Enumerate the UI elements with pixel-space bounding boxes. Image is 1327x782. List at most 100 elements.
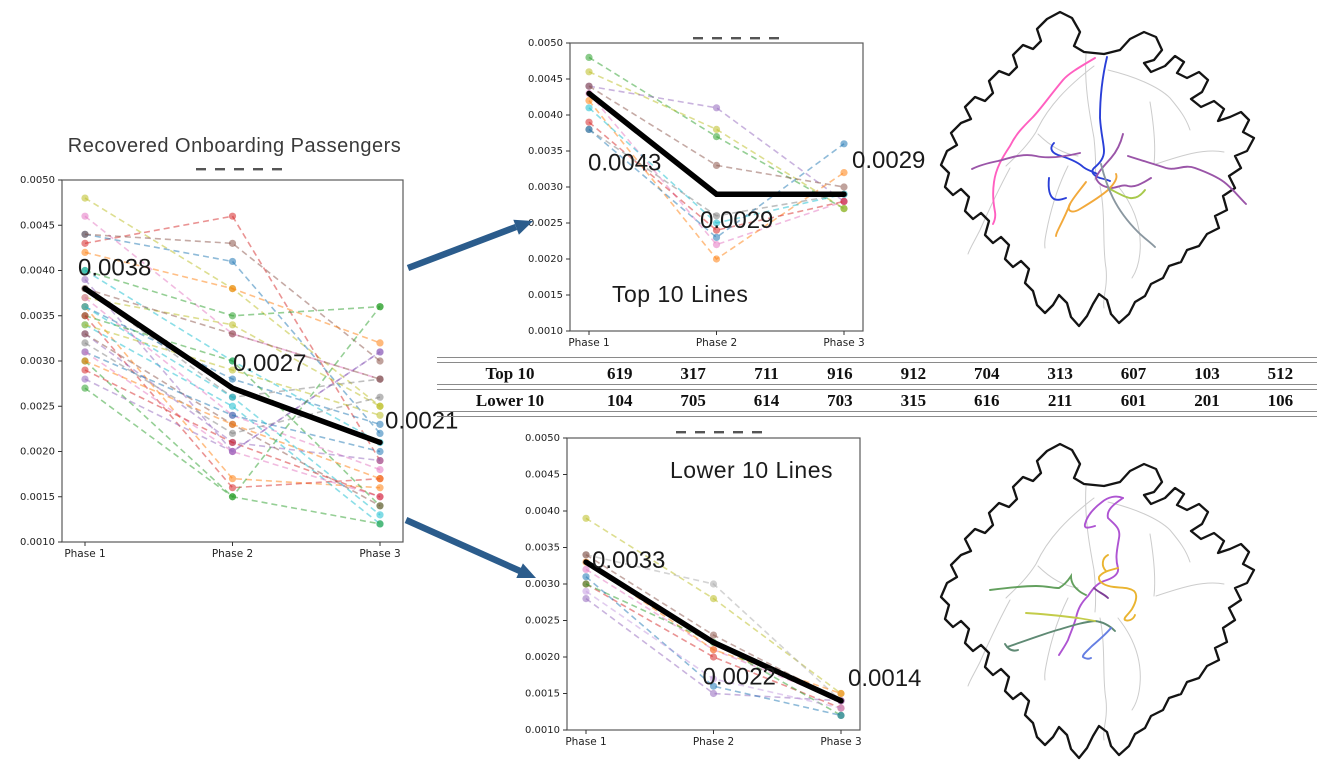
table-cell: 614 bbox=[753, 390, 780, 410]
series-point bbox=[709, 653, 718, 661]
series-point bbox=[376, 375, 384, 383]
series-point bbox=[837, 689, 845, 698]
series-point bbox=[582, 514, 590, 522]
line-id-table: Top 10 619 317 711 916 912 704 313 607 103 512 Lowe… bbox=[437, 357, 1317, 417]
series-line bbox=[84, 351, 381, 498]
mean-line bbox=[82, 285, 383, 446]
series-point bbox=[709, 595, 718, 603]
series-point bbox=[712, 104, 721, 112]
y-tick-label: 0.0030 bbox=[525, 579, 560, 590]
minor-transit-line bbox=[1117, 185, 1141, 279]
table-cell: 315 bbox=[900, 390, 927, 410]
y-tick-label: 0.0030 bbox=[528, 182, 563, 193]
y-tick-label: 0.0025 bbox=[528, 218, 563, 229]
y-tick-label: 0.0050 bbox=[525, 433, 560, 444]
table-cell: 704 bbox=[973, 363, 1000, 383]
series-point bbox=[376, 502, 384, 510]
series-point bbox=[81, 194, 89, 202]
table-cell: 912 bbox=[900, 363, 927, 383]
mean-annotation: 0.0033 bbox=[592, 547, 665, 574]
series-point bbox=[712, 255, 721, 263]
series-point bbox=[582, 580, 590, 588]
highlighted-transit-line-blue bbox=[1081, 627, 1112, 660]
series-line bbox=[84, 233, 381, 362]
series-point bbox=[376, 402, 384, 410]
highlighted-transit-line-teal bbox=[1006, 620, 1116, 648]
series-line bbox=[84, 233, 381, 434]
series-point bbox=[228, 239, 237, 247]
y-tick-label: 0.0040 bbox=[20, 266, 55, 277]
y-tick-label: 0.0035 bbox=[525, 543, 560, 554]
clipped-title-mark bbox=[215, 168, 225, 171]
table-cell: 703 bbox=[827, 390, 853, 410]
series-point bbox=[376, 411, 384, 419]
y-tick-label: 0.0045 bbox=[20, 220, 55, 231]
table-row-label: Lower 10 bbox=[475, 390, 545, 410]
series-point bbox=[709, 646, 718, 654]
mean-annotation: 0.0038 bbox=[78, 255, 151, 282]
series-point bbox=[228, 493, 237, 501]
series-point bbox=[376, 475, 384, 483]
series-point bbox=[712, 161, 721, 169]
y-tick-label: 0.0035 bbox=[20, 311, 55, 322]
highlighted-transit-line-green bbox=[989, 572, 1087, 596]
highlighted-transit-line-slate bbox=[1100, 163, 1156, 248]
series-line bbox=[84, 215, 381, 380]
table-cell: 106 bbox=[1267, 390, 1294, 410]
series-point bbox=[585, 125, 593, 133]
series-line bbox=[84, 324, 381, 525]
series-point bbox=[228, 420, 237, 428]
minor-transit-line bbox=[1099, 185, 1107, 309]
series-point bbox=[81, 321, 89, 329]
minor-transit-line bbox=[1037, 565, 1079, 589]
series-point bbox=[582, 587, 590, 595]
minor-transit-line bbox=[1044, 597, 1069, 681]
series-point bbox=[228, 257, 237, 266]
highlighted-transit-line-blue bbox=[1047, 177, 1067, 201]
x-tick-label: Phase 1 bbox=[64, 548, 105, 560]
clipped-title-mark bbox=[769, 37, 779, 40]
series-point bbox=[81, 348, 89, 356]
x-tick-label: Phase 1 bbox=[565, 736, 606, 748]
minor-transit-line bbox=[1044, 165, 1069, 249]
series-point bbox=[376, 357, 384, 365]
series-point bbox=[582, 551, 590, 559]
series-point bbox=[81, 339, 89, 347]
series-point bbox=[585, 82, 593, 90]
series-point bbox=[228, 375, 237, 383]
series-point bbox=[709, 675, 718, 683]
highlighted-transit-line-dark-purple bbox=[1093, 587, 1109, 599]
series-point bbox=[712, 226, 721, 234]
clipped-title-mark bbox=[196, 168, 206, 171]
minor-transit-line bbox=[1155, 150, 1225, 165]
series-point bbox=[228, 366, 237, 374]
clipped-title-mark bbox=[234, 168, 244, 171]
minor-transit-line bbox=[1149, 101, 1156, 165]
mean-annotation: 0.0014 bbox=[848, 665, 921, 692]
series-point bbox=[81, 303, 89, 311]
mean-annotation: 0.0029 bbox=[852, 147, 925, 174]
series-point bbox=[376, 493, 384, 501]
table-cell: 313 bbox=[1047, 363, 1073, 383]
y-tick-label: 0.0025 bbox=[525, 616, 560, 627]
y-tick-label: 0.0040 bbox=[528, 110, 563, 121]
minor-transit-line bbox=[1107, 501, 1191, 563]
series-point bbox=[376, 303, 384, 311]
series-point bbox=[712, 133, 721, 141]
series-point bbox=[582, 573, 590, 581]
clipped-title-mark bbox=[750, 37, 760, 40]
x-tick-label: Phase 3 bbox=[823, 337, 864, 349]
table-cell: 211 bbox=[1047, 390, 1073, 410]
clipped-title-mark bbox=[752, 431, 762, 434]
highlighted-transit-line-purple bbox=[971, 152, 1081, 170]
y-tick-label: 0.0015 bbox=[20, 492, 55, 503]
map-lower-10-lines bbox=[939, 442, 1256, 760]
y-tick-label: 0.0015 bbox=[525, 689, 560, 700]
slope-chart-plot: 0.0010 0.0015 0.0020 0.0025 0.0030 0.0035 0.00… bbox=[20, 168, 458, 560]
series-point bbox=[376, 520, 384, 528]
x-tick-label: Phase 2 bbox=[696, 337, 737, 349]
series-point bbox=[228, 438, 237, 447]
series-point bbox=[376, 348, 384, 356]
y-tick-label: 0.0025 bbox=[20, 401, 55, 412]
mean-annotation: 0.0029 bbox=[700, 207, 773, 234]
